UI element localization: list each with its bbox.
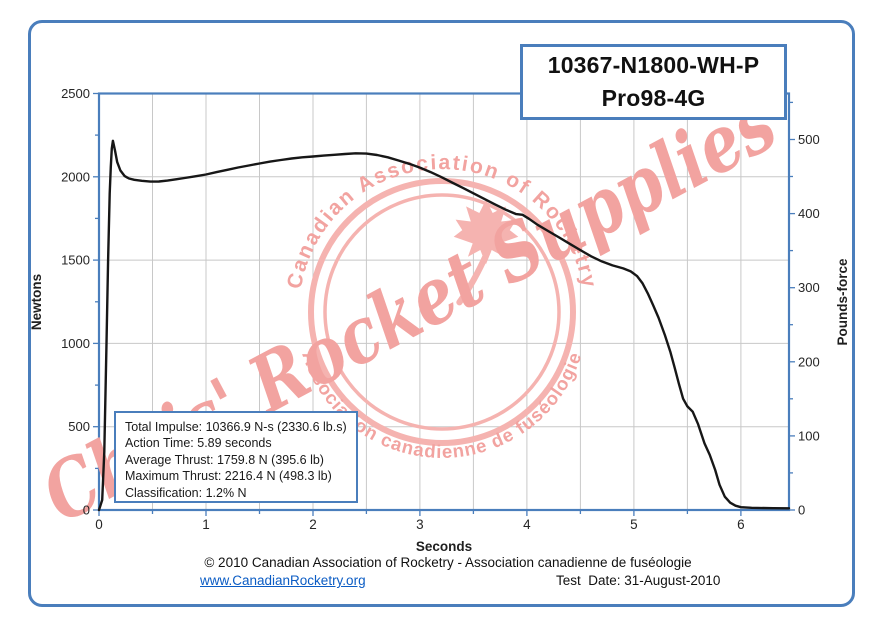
svg-text:2000: 2000	[61, 169, 90, 184]
x-axis-title: Seconds	[416, 539, 472, 554]
svg-text:6: 6	[737, 517, 745, 532]
svg-text:200: 200	[798, 354, 820, 369]
svg-text:0: 0	[83, 503, 90, 518]
svg-text:3: 3	[416, 517, 424, 532]
copyright-text: © 2010 Canadian Association of Rocketry …	[204, 555, 692, 570]
motor-stats-box: Total Impulse: 10366.9 N-s (2330.6 lb.s)…	[114, 411, 358, 503]
y-right-tick-labels: 0 100 200 300 400 500	[798, 132, 820, 518]
svg-text:0: 0	[95, 517, 103, 532]
maximum-thrust-line: Maximum Thrust: 2216.4 N (498.3 lb)	[125, 469, 332, 484]
classification-line: Classification: 1.2% N	[125, 485, 247, 500]
stamp-outer-ring	[308, 178, 576, 446]
average-thrust-line: Average Thrust: 1759.8 N (395.6 lb)	[125, 452, 324, 467]
y-left-tick-labels: 0 500 1000 1500 2000 2500	[61, 86, 90, 518]
svg-text:300: 300	[798, 280, 820, 295]
svg-text:2500: 2500	[61, 86, 90, 101]
action-time-line: Action Time: 5.89 seconds	[125, 436, 272, 451]
svg-text:5: 5	[630, 517, 638, 532]
motor-designation: 10367-N1800-WH-P	[547, 52, 760, 78]
motor-casing: Pro98-4G	[601, 85, 706, 111]
y-left-axis-title: Newtons	[29, 274, 44, 330]
svg-text:500: 500	[68, 419, 90, 434]
svg-text:1500: 1500	[61, 253, 90, 268]
motor-title-box: 10367-N1800-WH-P Pro98-4G	[520, 44, 787, 120]
maple-leaf-icon	[453, 199, 519, 306]
svg-text:1000: 1000	[61, 336, 90, 351]
svg-text:2: 2	[309, 517, 317, 532]
svg-text:1: 1	[202, 517, 210, 532]
total-impulse-line: Total Impulse: 10366.9 N-s (2330.6 lb.s)	[125, 420, 347, 434]
svg-text:100: 100	[798, 428, 820, 443]
svg-text:500: 500	[798, 132, 820, 147]
website-link[interactable]: www.CanadianRocketry.org	[200, 573, 366, 588]
svg-text:4: 4	[523, 517, 531, 532]
thrust-curve	[97, 139, 791, 512]
gridlines	[99, 93, 789, 510]
svg-text:0: 0	[798, 503, 805, 518]
test-date-text: Test Date: 31-August-2010	[556, 573, 721, 588]
y-right-axis-title: Pounds-force	[835, 258, 850, 345]
svg-text:400: 400	[798, 206, 820, 221]
stamp-inner-ring	[323, 193, 561, 431]
x-axis-tick-labels: 0 1 2 3 4 5 6	[95, 517, 744, 532]
